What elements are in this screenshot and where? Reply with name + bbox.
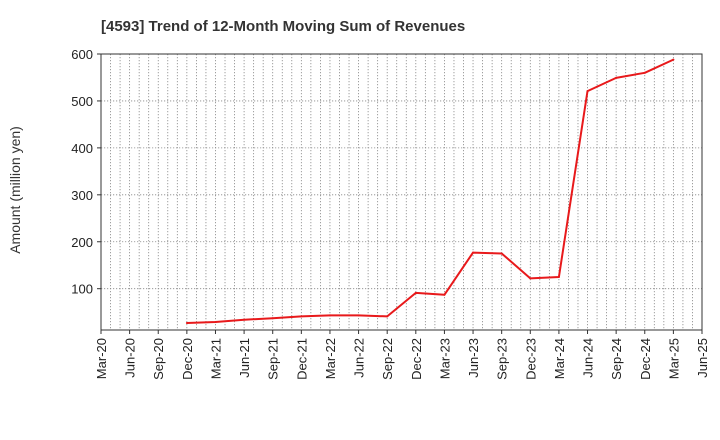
- chart-title: [4593] Trend of 12-Month Moving Sum of R…: [101, 18, 465, 35]
- x-tick-label: Dec-24: [638, 338, 653, 380]
- x-tick-label: Sep-22: [380, 338, 395, 380]
- y-tick-label: 600: [71, 47, 93, 62]
- series-line: [186, 58, 674, 324]
- data-point: [557, 276, 560, 278]
- data-point: [185, 322, 188, 324]
- x-tick-label: Jun-22: [352, 338, 367, 378]
- x-tick-label: Dec-23: [523, 338, 538, 380]
- data-point: [643, 71, 646, 74]
- axis-ticks: 100 200 300 400 500 600 Mar-20 Jun-20 Sep-20 Dec-…: [71, 47, 710, 380]
- y-tick-label: 400: [71, 141, 93, 156]
- x-tick-label: Dec-20: [180, 338, 195, 380]
- data-point: [586, 90, 589, 93]
- data-point: [529, 277, 532, 280]
- data-point: [672, 58, 675, 61]
- data-point: [500, 252, 503, 255]
- data-point: [357, 314, 360, 317]
- x-tick-label: Sep-21: [266, 338, 281, 380]
- plot-frame: [100, 53, 703, 331]
- series-layer: [185, 58, 675, 324]
- x-tick-label: Jun-23: [466, 338, 481, 378]
- x-tick-label: Sep-24: [609, 338, 624, 380]
- data-point: [271, 317, 274, 320]
- data-point: [386, 315, 389, 318]
- x-tick-label: Sep-23: [495, 338, 510, 380]
- y-tick-label: 100: [71, 282, 93, 297]
- y-tick-label: 300: [71, 188, 93, 203]
- data-point: [443, 293, 446, 296]
- data-point: [243, 318, 246, 321]
- y-tick-label: 200: [71, 235, 93, 250]
- x-tick-label: Jun-21: [237, 338, 252, 378]
- data-point: [615, 76, 618, 79]
- x-tick-label: Mar-22: [323, 338, 338, 379]
- x-tick-label: Jun-25: [695, 338, 710, 378]
- x-tick-label: Mar-25: [666, 338, 681, 379]
- x-tick-label: Mar-20: [94, 338, 109, 379]
- data-point: [214, 321, 217, 323]
- x-tick-label: Mar-23: [437, 338, 452, 379]
- x-tick-label: Jun-20: [123, 338, 138, 378]
- x-tick-label: Jun-24: [581, 338, 596, 378]
- data-point: [329, 314, 331, 317]
- data-point: [472, 251, 474, 254]
- y-axis-label: Amount (million yen): [7, 126, 23, 254]
- x-tick-label: Dec-22: [409, 338, 424, 380]
- x-tick-label: Sep-20: [151, 338, 166, 380]
- y-tick-label: 500: [71, 94, 93, 109]
- data-point: [414, 291, 417, 294]
- x-tick-label: Dec-21: [294, 338, 309, 380]
- x-tick-label: Mar-24: [552, 338, 567, 379]
- x-tick-label: Mar-21: [208, 338, 223, 379]
- data-point: [300, 315, 303, 318]
- grid-lines: [101, 53, 702, 330]
